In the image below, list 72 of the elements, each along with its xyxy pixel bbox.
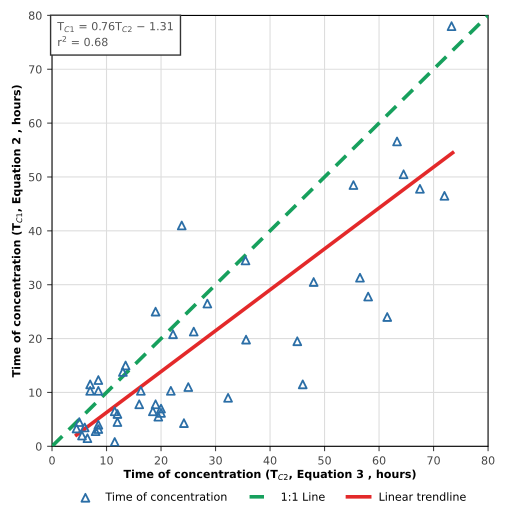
point — [292, 336, 302, 346]
point — [168, 329, 178, 340]
point — [80, 422, 90, 432]
point — [363, 292, 373, 302]
y-tick-label: 20 — [28, 334, 42, 343]
point — [202, 298, 212, 308]
x-tick-label: 20 — [154, 456, 168, 465]
legend-label: 1:1 Line — [282, 492, 325, 501]
x-tick-label: 10 — [100, 456, 113, 465]
x-tick-label: 50 — [318, 456, 331, 465]
point — [110, 406, 120, 416]
point — [82, 433, 92, 444]
point — [153, 412, 164, 422]
point — [392, 136, 402, 146]
point — [94, 386, 104, 396]
point — [398, 169, 408, 180]
legend-label: Linear trendline — [380, 492, 466, 501]
y-axis-title: Time of concentration (T$_{C1}$, Equation 2 , hours) — [12, 85, 23, 378]
point — [134, 399, 144, 410]
y-tick-label: 60 — [28, 119, 42, 128]
point — [355, 272, 365, 283]
point — [110, 437, 120, 446]
point — [120, 360, 130, 370]
point — [156, 408, 166, 418]
x-tick-label: 30 — [209, 456, 222, 465]
point — [90, 426, 100, 436]
point — [72, 424, 82, 434]
point — [118, 367, 128, 377]
point — [74, 417, 84, 427]
point — [240, 256, 250, 266]
point — [308, 277, 318, 287]
y-tick-label: 70 — [29, 65, 42, 74]
x-tick-label: 0 — [49, 456, 55, 465]
point — [382, 312, 392, 322]
y-tick-label: 10 — [29, 388, 42, 397]
point — [298, 380, 308, 390]
point — [112, 409, 122, 419]
point — [440, 191, 450, 201]
y-tick-label: 30 — [29, 280, 42, 290]
point — [85, 380, 96, 390]
y-tick-label: 0 — [36, 442, 42, 451]
point — [348, 180, 358, 190]
point — [150, 399, 160, 410]
y-tick-label: 80 — [28, 11, 42, 20]
point — [415, 184, 425, 194]
point — [148, 406, 158, 416]
point — [446, 21, 456, 31]
point — [85, 386, 96, 396]
x-axis-title: Time of concentration (T$_{C2}$, Equation 3 , hours) — [124, 470, 416, 480]
point — [166, 386, 176, 396]
point — [150, 306, 160, 316]
point — [112, 417, 122, 427]
point — [94, 424, 104, 434]
point — [188, 326, 199, 336]
point — [176, 220, 187, 230]
point — [156, 404, 166, 414]
x-tick-label: 60 — [372, 456, 386, 465]
y-tick-label: 40 — [28, 226, 42, 236]
point — [241, 334, 251, 344]
x-tick-label: 40 — [264, 456, 276, 465]
text: T$_{C1}$ = 0.76T$_{C2}$ − 1.31 r$^{2}$ = 0.68 — [57, 22, 173, 46]
y-tick-label: 50 — [29, 172, 42, 182]
point — [179, 418, 189, 428]
point — [183, 382, 194, 392]
legend-label: Time of concentration — [105, 492, 226, 501]
point — [77, 430, 87, 440]
x-tick-label: 80 — [482, 456, 494, 465]
point — [94, 375, 104, 385]
point — [223, 393, 233, 403]
point — [136, 386, 146, 396]
point — [94, 420, 104, 430]
x-tick-label: 70 — [427, 456, 440, 465]
